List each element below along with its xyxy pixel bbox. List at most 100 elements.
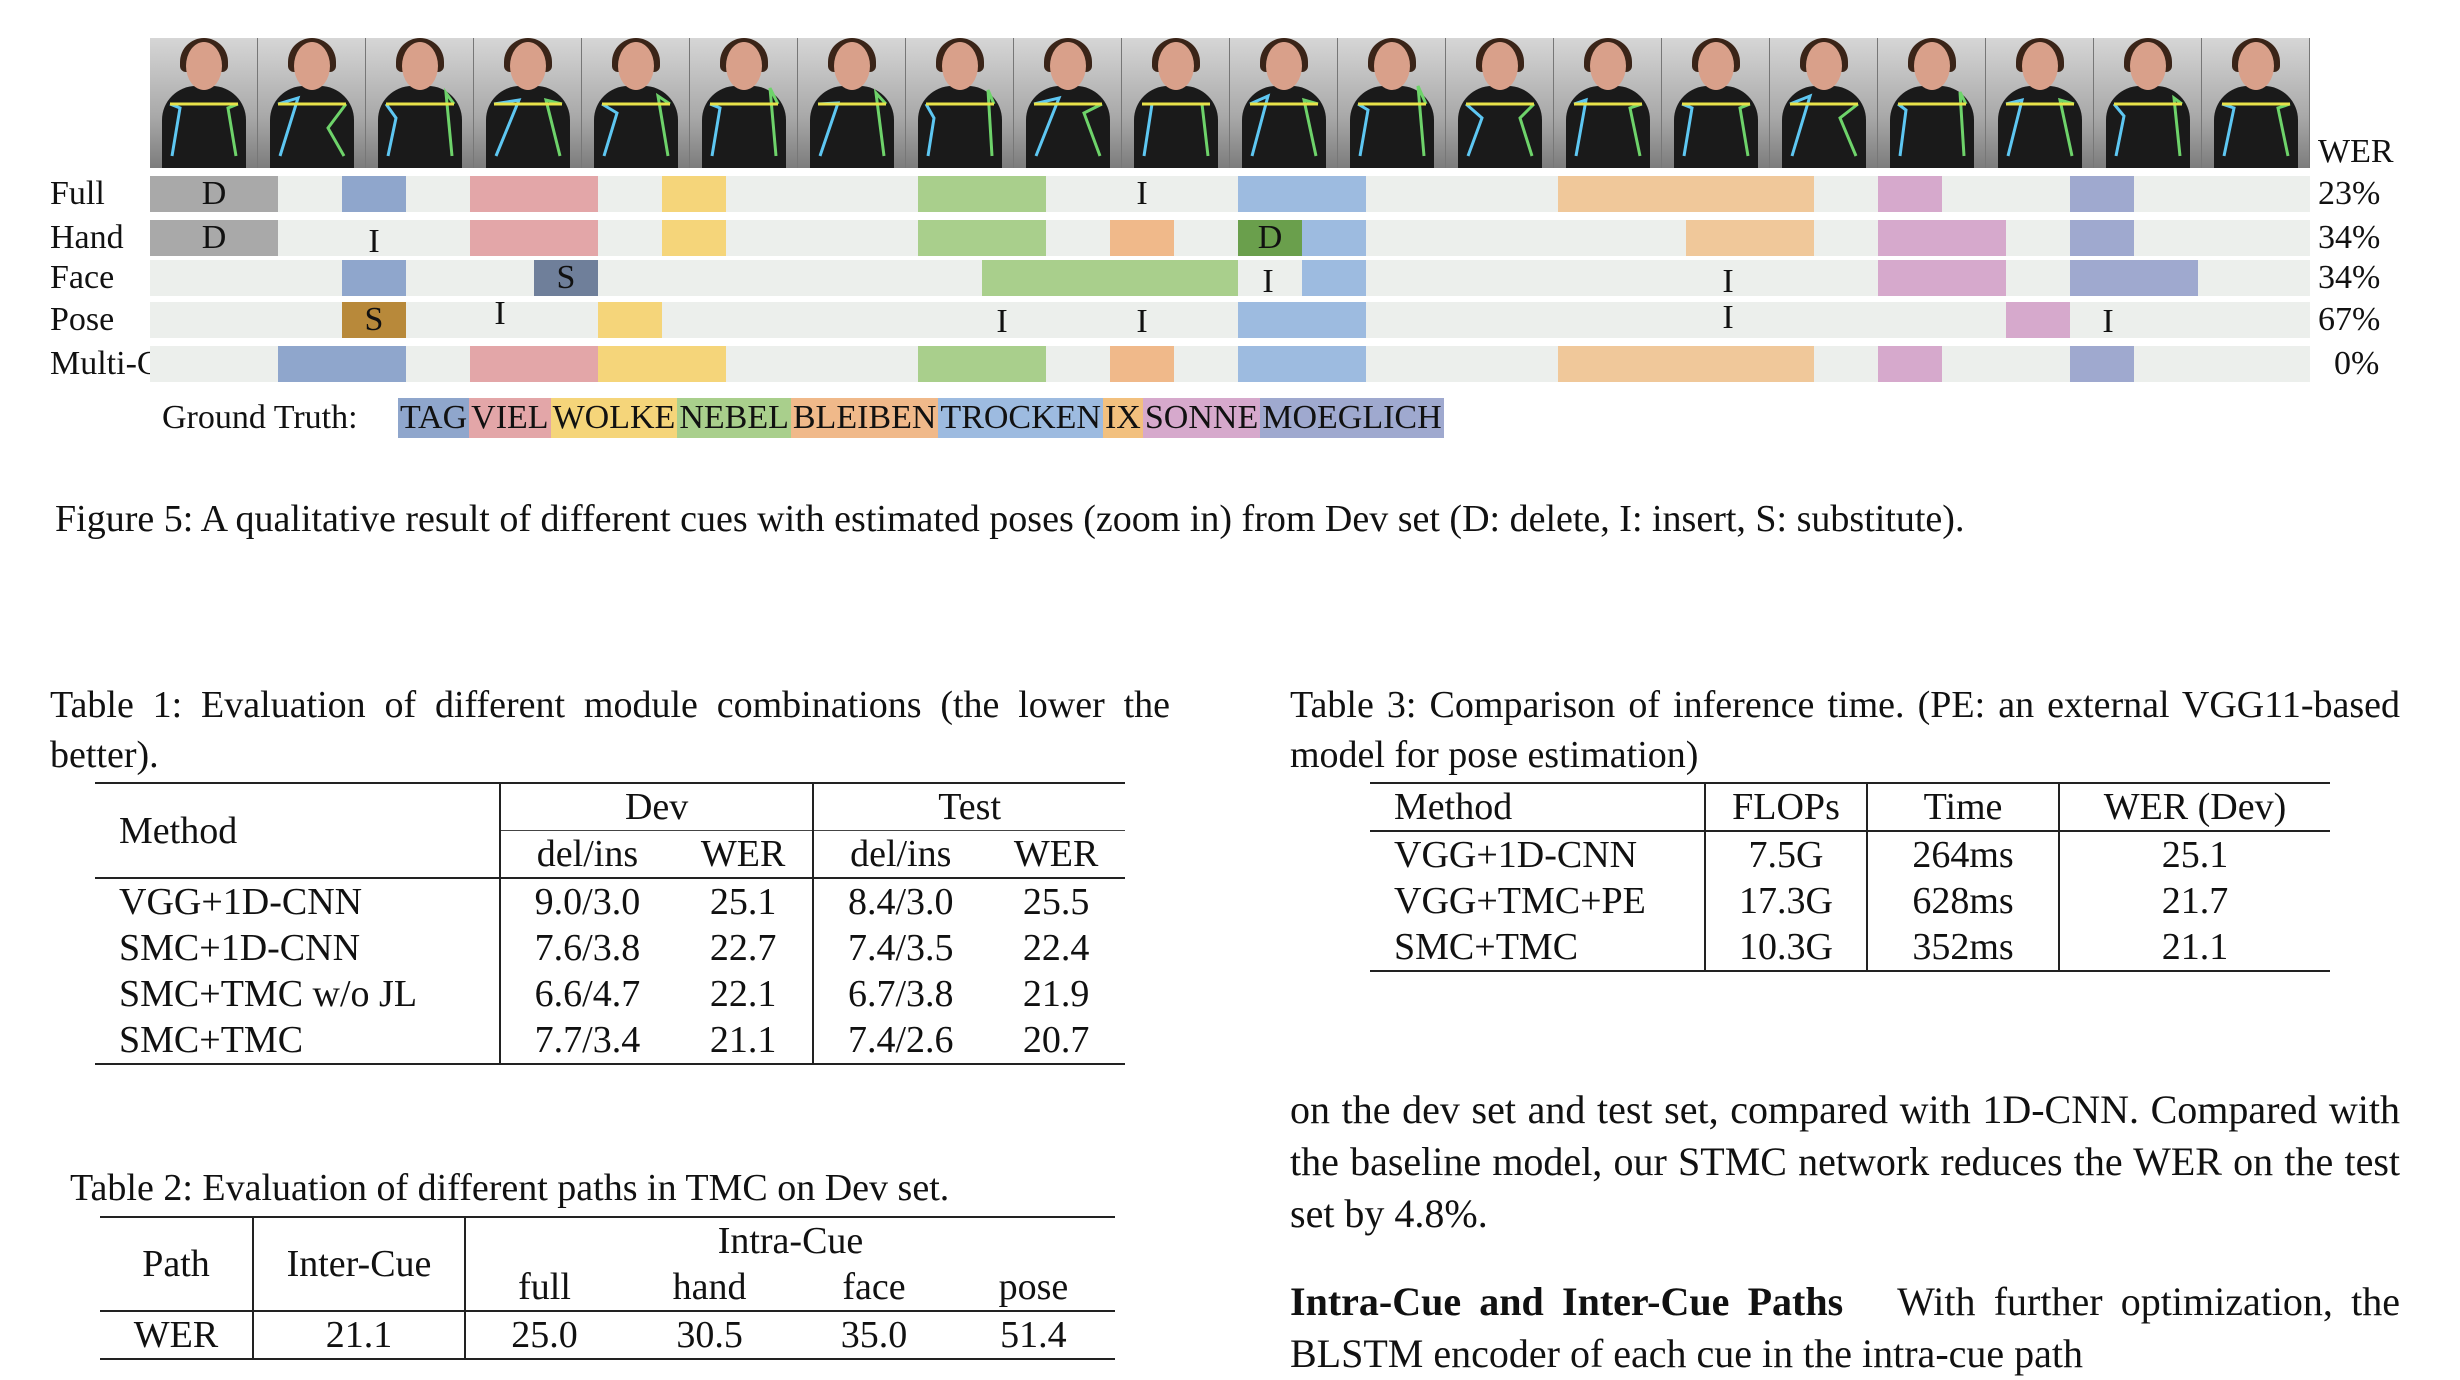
seg-delete: [150, 220, 278, 256]
table3-header: Time: [1867, 782, 2060, 832]
figure-caption: Figure 5: A qualitative result of differ…: [55, 498, 1965, 540]
seg-ix: [1686, 220, 1814, 256]
seg-bleiben: [1110, 220, 1174, 256]
video-frame: [582, 38, 690, 168]
seg-trocken: [1238, 302, 1366, 338]
seg-moeglich: [2070, 346, 2134, 382]
video-frame: [1986, 38, 2094, 168]
table3-header: FLOPs: [1705, 782, 1868, 832]
ground-truth-label: Ground Truth:: [162, 399, 358, 436]
seg-sonne: [1878, 260, 2006, 296]
table3-cell: VGG+TMC+PE: [1370, 878, 1706, 924]
seg-delete: [150, 176, 278, 212]
error-mark: S: [556, 259, 576, 296]
video-frames-strip: [150, 38, 2310, 168]
error-mark: I: [494, 295, 506, 332]
table2-cell: 35.0: [796, 1310, 952, 1360]
table2-cell: 25.0: [465, 1310, 624, 1360]
seg-nebel: [918, 346, 1046, 382]
table1-cell: 6.7/3.8: [847, 973, 954, 1015]
cue-label-hand: Hand: [50, 219, 124, 256]
video-frame: [1122, 38, 1230, 168]
video-frame: [2202, 38, 2310, 168]
video-frame: [474, 38, 582, 168]
table1-cell: 20.7: [987, 1017, 1125, 1065]
track-pose: S I I I I I: [150, 296, 2310, 340]
table1-cell: 8.4/3.0: [813, 877, 988, 925]
table1-cell: SMC+TMC: [95, 1017, 501, 1065]
video-frame: [798, 38, 906, 168]
table2-cell: WER: [100, 1310, 254, 1360]
track-hand: D I D: [150, 220, 2310, 260]
table1-caption: Table 1: Evaluation of different module …: [50, 684, 1170, 776]
video-frame: [1446, 38, 1554, 168]
table3-header: Method: [1370, 782, 1706, 832]
table3-cell: VGG+1D-CNN: [1370, 831, 1706, 878]
seg-ix: [1558, 346, 1814, 382]
gloss-token: TAG: [398, 398, 470, 438]
table3-cell: 21.1: [2059, 924, 2330, 972]
video-frame: [1014, 38, 1122, 168]
gloss-token: WOLKE: [550, 398, 678, 438]
seg-ix: [1558, 176, 1814, 212]
table1-subheader: del/ins: [500, 830, 674, 878]
table1-cell: 22.4: [1022, 927, 1090, 969]
track-face: S I I: [150, 259, 2310, 300]
table1-subheader: WER: [673, 830, 815, 878]
table1: Method Dev Test del/ins WER del/ins WER …: [95, 782, 1125, 1065]
table1-cell: 21.9: [1022, 973, 1090, 1015]
cue-label-pose: Pose: [50, 301, 115, 338]
error-mark: I: [1722, 263, 1734, 300]
video-frame: [150, 38, 258, 168]
table2-cell: 21.1: [253, 1310, 466, 1360]
table3-cell: 21.7: [2161, 880, 2229, 922]
table1-method-header: Method: [95, 782, 501, 878]
cue-label-face: Face: [50, 259, 115, 296]
video-frame: [1338, 38, 1446, 168]
gloss-token: BLEIBEN: [790, 398, 939, 438]
seg-nebel: [918, 176, 1046, 212]
error-mark: I: [2102, 303, 2114, 340]
table1-cell: 6.6/4.7: [534, 973, 641, 1015]
table2-intra-header: Intra-Cue: [465, 1216, 1115, 1264]
table1-cell: 22.1: [673, 971, 815, 1017]
gloss-token: MOEGLICH: [1260, 398, 1444, 438]
section-paragraph: Intra-Cue and Inter-Cue Paths With furth…: [1290, 1276, 2400, 1380]
table2-path-header: Path: [100, 1216, 254, 1311]
video-frame: [258, 38, 366, 168]
seg-wolke: [662, 220, 726, 256]
table3-cell: 7.5G: [1705, 831, 1868, 878]
wer-face: 34%: [2318, 259, 2381, 296]
table3: Method FLOPs Time WER (Dev) VGG+1D-CNN 7…: [1370, 782, 2330, 972]
error-mark: I: [368, 223, 380, 260]
table3-cell: 17.3G: [1705, 878, 1868, 924]
table2: Path Inter-Cue Intra-Cue full hand face …: [100, 1216, 1115, 1360]
video-frame: [2094, 38, 2202, 168]
table3-cell: 25.1: [2161, 834, 2229, 876]
seg-trocken: [1238, 346, 1366, 382]
seg-viel: [470, 220, 598, 256]
table3-cell: 10.3G: [1705, 924, 1868, 972]
ground-truth-glosses: TAG VIEL WOLKE NEBEL BLEIBEN TROCKEN IX …: [398, 398, 1444, 438]
seg-substitute: [534, 260, 598, 296]
video-frame: [1230, 38, 1338, 168]
seg-nebel: [918, 220, 1046, 256]
table1-cell: 7.4/2.6: [813, 1017, 988, 1065]
wer-full: 23%: [2318, 175, 2381, 212]
seg-substitute: [342, 302, 406, 338]
table1-cell: 7.7/3.4: [500, 1017, 674, 1065]
error-mark: D: [201, 175, 227, 212]
seg-sonne: [1878, 346, 1942, 382]
table3-cell: 628ms: [1867, 878, 2060, 924]
table2-subheader: pose: [998, 1266, 1069, 1308]
wer-pose: 67%: [2318, 301, 2381, 338]
table1-subheader: del/ins: [813, 830, 988, 878]
table1-cell: 21.1: [673, 1017, 815, 1065]
table2-cell: 30.5: [623, 1310, 797, 1360]
wer-hand: 34%: [2318, 219, 2381, 256]
seg-wolke: [662, 176, 726, 212]
seg-bleiben: [1110, 346, 1174, 382]
seg-sonne: [1878, 220, 2006, 256]
gloss-token: NEBEL: [677, 398, 791, 438]
seg-tag: [278, 346, 406, 382]
